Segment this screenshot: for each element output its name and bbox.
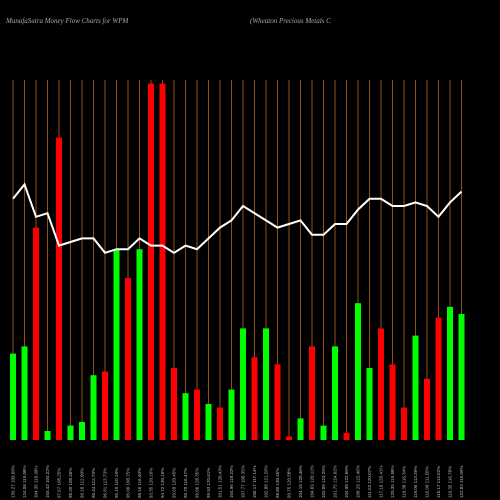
x-tick-label: 96.81 113.73% (103, 468, 108, 498)
bar (102, 371, 108, 440)
bar (332, 346, 338, 440)
bar (228, 389, 235, 440)
bar (355, 303, 361, 440)
x-tick-label: 104.98 122.68% (344, 465, 349, 498)
x-tick-label: 98.16 116.40% (137, 468, 142, 498)
bar (274, 364, 281, 440)
x-tick-label: 97.67 108.25% (57, 468, 62, 498)
x-tick-label: 95.10 110.19% (114, 468, 119, 498)
x-tick-label: 102.09 123.25% (321, 465, 326, 498)
bar (424, 378, 430, 440)
bar (67, 425, 74, 440)
bar (217, 407, 223, 440)
bar (44, 431, 51, 440)
bar (378, 328, 384, 440)
bar (389, 364, 396, 440)
x-tick-label: 104.35 118.98% (34, 466, 39, 498)
bar (401, 407, 407, 440)
x-tick-label: 98.20 108.46% (68, 468, 73, 498)
x-tick-label: 99.93 120.61% (206, 468, 211, 498)
bar (263, 328, 269, 440)
bar (79, 422, 85, 440)
x-tick-label: 120.35 119.98% (390, 466, 395, 498)
x-tick-label: 102.88 121.28% (264, 465, 269, 498)
bar (10, 353, 16, 440)
x-tick-label: 95.00 108.75% (126, 468, 131, 498)
x-tick-label: 124.08 119.08% (22, 466, 27, 498)
chart-subtitle: (Wheaton Precious Metals C (250, 17, 331, 25)
bar (366, 368, 373, 440)
bar (171, 368, 177, 440)
bar (159, 83, 166, 440)
x-tick-label: 101.75 124.02% (333, 465, 338, 498)
x-tick-label: 94.72 130.16% (160, 468, 165, 498)
bar (125, 278, 131, 440)
bar (21, 346, 28, 440)
bar (194, 389, 200, 440)
bar (435, 317, 442, 440)
x-tick-label: 104.69 120.12% (310, 465, 315, 498)
x-tick-label: 93.69 120.45% (172, 468, 177, 498)
x-tick-label: 99.18 112.00% (80, 468, 85, 498)
x-tick-label: 104.96 118.23% (229, 466, 234, 498)
chart-title: MunafaSutra Money Flow Charts for WPM (5, 17, 129, 25)
x-tick-label: 108.29 122.46% (356, 465, 361, 498)
x-tick-label: 139.27 109.68% (11, 465, 16, 498)
bar (148, 83, 154, 440)
bar (286, 436, 292, 440)
x-tick-label: 98.80 130.45% (275, 468, 280, 498)
bar (205, 404, 212, 440)
x-tick-label: 107.77 108.35% (241, 465, 246, 498)
x-tick-label: 96.79 116.47% (183, 468, 188, 498)
x-tick-label: 111.52 120.07% (367, 466, 372, 498)
x-tick-label: 93.35 120.16% (149, 468, 154, 498)
x-tick-label: 116.90 111.56% (425, 466, 430, 498)
x-tick-label: 96.44 112.79% (91, 468, 96, 498)
bar (297, 418, 304, 440)
bar (309, 346, 315, 440)
bar (136, 249, 143, 440)
x-tick-label: 104.18 120.46% (298, 465, 303, 498)
bar (458, 314, 465, 440)
bar (90, 375, 97, 440)
x-tick-label: 99.75 120.58% (287, 468, 292, 498)
x-tick-label: 119.06 113.39% (413, 466, 418, 498)
bar (240, 328, 246, 440)
line-series (12, 182, 463, 254)
bar (182, 393, 189, 440)
bar (251, 357, 258, 440)
bar (447, 306, 453, 440)
x-tick-label: 119.35 116.78% (448, 466, 453, 498)
bar (343, 432, 350, 440)
x-tick-label: 103.42 104.22% (45, 465, 50, 498)
bar (113, 249, 120, 440)
bar (33, 227, 39, 440)
bar (56, 137, 62, 440)
bar (320, 425, 327, 440)
x-tick-label: 122.83 116.09% (459, 466, 464, 498)
x-tick-label: 99.86 128.35% (195, 468, 200, 498)
x-tick-label: 116.17 114.62% (436, 466, 441, 498)
x-tick-label: 101.51 120.43% (218, 465, 223, 498)
x-tick-label: 106.17 117.14% (252, 466, 257, 498)
x-tick-label: 117.16 126.41% (379, 466, 384, 498)
bar (412, 335, 419, 440)
x-tick-label: 118.38 116.34% (402, 466, 407, 498)
